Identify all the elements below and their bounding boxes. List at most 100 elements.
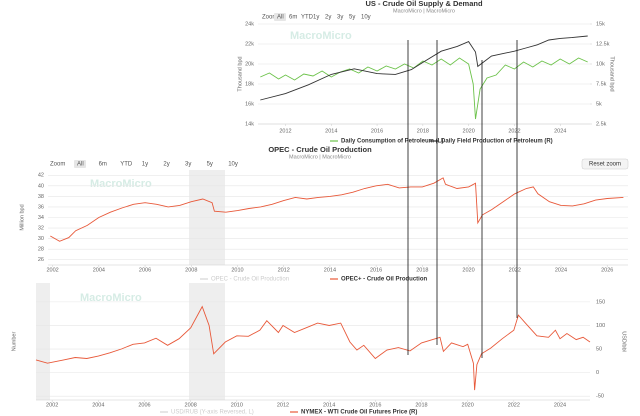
zoom-button[interactable]: 5y [207, 162, 213, 168]
zoom-button[interactable]: 10y [361, 15, 371, 21]
y-tick-label: 18k [245, 81, 254, 87]
x-tick-label: 2024 [554, 402, 566, 408]
y-tick-label: 38 [38, 194, 44, 200]
y2-tick-label: 15k [596, 21, 605, 27]
series-line [50, 177, 624, 242]
y2-axis-title: Thousand bpd [609, 56, 615, 91]
y-tick-label: 36 [38, 204, 44, 210]
zoom-button[interactable]: 5y [349, 15, 355, 21]
shaded-period [189, 283, 225, 400]
y-tick-label: 34 [38, 215, 44, 221]
legend-label[interactable]: NYMEX - WTI Crude Oil Futures Price (R) [301, 410, 417, 416]
x-tick-label: 2020 [463, 128, 475, 134]
chart-title: OPEC - Crude Oil Production [268, 145, 372, 154]
shaded-period [36, 283, 50, 400]
charts: US - Crude Oil Supply & DemandMacroMicro… [11, 0, 629, 416]
zoom-button-active [74, 160, 86, 168]
chart-panel: MacroMicro -50 0 50 100 150 2002 2004 2006 2008 20… [11, 292, 626, 416]
zoom-button[interactable]: 2y [325, 15, 331, 21]
x-tick-label: 2018 [417, 128, 429, 134]
x-tick-label: 2010 [231, 267, 243, 273]
legend-label[interactable]: Daily Field Production of Petroleum (R) [441, 139, 553, 145]
y-axis-title: Thousand bpd [237, 56, 243, 91]
x-tick-label: 2004 [92, 402, 104, 408]
x-tick-label: 2016 [370, 267, 382, 273]
reset-zoom-label[interactable]: Reset zoom [589, 162, 621, 168]
y2-tick-label: 5k [596, 101, 602, 107]
x-tick-label: 2022 [508, 402, 520, 408]
y2-tick-label: 12.5k [596, 41, 610, 47]
zoom-button-active [274, 13, 286, 21]
x-tick-label: 2016 [371, 128, 383, 134]
series-line [260, 35, 588, 101]
zoom-button[interactable]: 6m [289, 15, 297, 21]
x-tick-label: 2024 [554, 128, 566, 134]
zoom-button[interactable]: YTD [301, 15, 314, 21]
x-tick-label: 2014 [325, 128, 337, 134]
y-tick-label: 28 [38, 247, 44, 253]
chart-title: US - Crude Oil Supply & Demand [365, 0, 483, 8]
x-tick-label: 2014 [324, 267, 336, 273]
zoom-button[interactable]: 3y [337, 15, 343, 21]
series-line [35, 305, 591, 391]
x-tick-label: 2008 [185, 402, 197, 408]
zoom-button[interactable]: 2y [163, 162, 169, 168]
x-tick-label: 2024 [555, 267, 567, 273]
x-tick-label: 2014 [323, 402, 335, 408]
legend-label-hidden[interactable]: USD/RUB (Y-axis Reversed, L) [171, 410, 254, 416]
zoom-button[interactable]: All [277, 15, 284, 21]
series-line [260, 57, 588, 120]
zoom-button[interactable]: 6m [99, 162, 107, 168]
y2-tick-label: 2.5k [596, 121, 607, 127]
zoom-button[interactable]: 10y [228, 162, 238, 168]
watermark: MacroMicro [290, 30, 352, 42]
x-tick-label: 2018 [416, 267, 428, 273]
x-tick-label: 2022 [508, 128, 520, 134]
legend-label[interactable]: Daily Consumption of Petroleum (L) [341, 139, 443, 145]
x-tick-label: 2020 [462, 402, 474, 408]
zoom-button[interactable]: 1y [313, 15, 319, 21]
y-tick-label: 22k [245, 41, 254, 47]
x-tick-label: 2012 [278, 267, 290, 273]
y2-tick-label: -50 [596, 394, 604, 400]
y-axis-title: Number [11, 332, 17, 352]
zoom-label: Zoom [262, 15, 277, 21]
zoom-button[interactable]: 3y [185, 162, 191, 168]
y-tick-label: 14k [245, 121, 254, 127]
x-tick-label: 2008 [185, 267, 197, 273]
x-tick-label: 2002 [46, 267, 58, 273]
y2-tick-label: 10k [596, 61, 605, 67]
legend-label[interactable]: OPEC+ - Crude Oil Production [341, 277, 428, 283]
y2-axis-title: USD/bbl [621, 331, 627, 351]
x-tick-label: 2012 [277, 402, 289, 408]
chart-panel: US - Crude Oil Supply & DemandMacroMicro… [237, 0, 614, 145]
connector-lines [407, 40, 518, 358]
y-axis-title: Million bpd [19, 204, 25, 230]
reset-zoom-button[interactable] [581, 158, 629, 170]
zoom-button[interactable]: 1y [142, 162, 148, 168]
x-tick-label: 2012 [279, 128, 291, 134]
zoom-label: Zoom [50, 162, 65, 168]
x-tick-label: 2026 [601, 267, 613, 273]
y2-tick-label: 7.5k [596, 81, 607, 87]
y-tick-label: 42 [38, 173, 44, 179]
chart-subtitle: MacroMicro | MacroMicro [289, 154, 351, 160]
watermark: MacroMicro [80, 292, 142, 304]
chart-subtitle: MacroMicro | MacroMicro [393, 8, 455, 14]
zoom-button[interactable]: YTD [120, 162, 133, 168]
y2-tick-label: 100 [596, 323, 605, 329]
x-tick-label: 2002 [46, 402, 58, 408]
zoom-button[interactable]: All [77, 162, 84, 168]
legend-label-hidden[interactable]: OPEC - Crude Oil Production [211, 277, 289, 283]
watermark: MacroMicro [90, 178, 152, 190]
x-tick-label: 2006 [139, 267, 151, 273]
y-tick-label: 30 [38, 236, 44, 242]
y-tick-label: 16k [245, 101, 254, 107]
y-tick-label: 40 [38, 183, 44, 189]
x-tick-label: 2010 [231, 402, 243, 408]
x-tick-label: 2006 [138, 402, 150, 408]
y2-tick-label: 50 [596, 347, 602, 353]
y2-tick-label: 150 [596, 299, 605, 305]
